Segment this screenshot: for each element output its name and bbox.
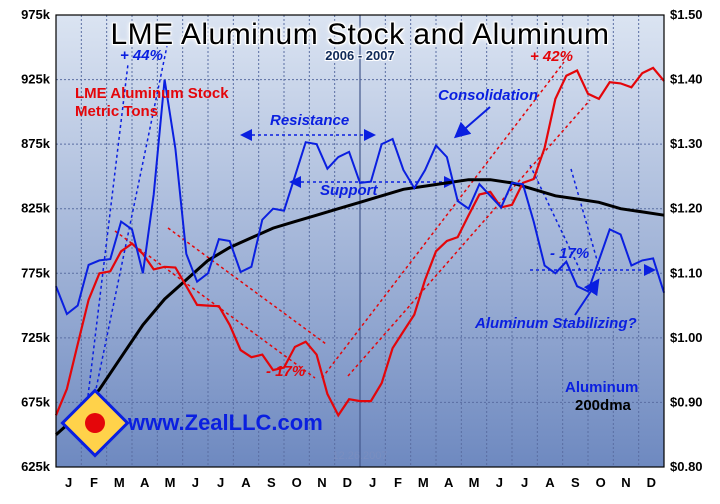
left-tick: 925k (21, 72, 51, 87)
right-tick: $1.30 (670, 136, 703, 151)
chart-subtitle: 2006 - 2007 (0, 48, 720, 63)
x-tick: J (496, 475, 503, 490)
x-tick: O (292, 475, 302, 490)
left-tick: 825k (21, 201, 51, 216)
annotation: - 17% (550, 245, 589, 262)
x-tick: J (217, 475, 224, 490)
chart-container: LME Aluminum Stock and Aluminum 2006 - 2… (0, 0, 720, 504)
x-tick: S (267, 475, 276, 490)
x-tick: N (621, 475, 630, 490)
chart-title: LME Aluminum Stock and Aluminum (0, 18, 720, 52)
x-tick: J (521, 475, 528, 490)
chart-svg: 625k $0.80 675k $0.90 725k $1.00 775k $1.10 825k… (0, 0, 720, 504)
legend-200dma: 200dma (575, 397, 632, 414)
annotation: - 17% (266, 363, 305, 380)
left-tick: 775k (21, 265, 51, 280)
right-tick: $1.00 (670, 330, 703, 345)
annotation: Resistance (270, 112, 349, 129)
x-tick: A (140, 475, 150, 490)
x-tick: J (192, 475, 199, 490)
annotation: Support (320, 182, 378, 199)
legend-stock-sub: Metric Tons (75, 103, 158, 120)
right-tick: $1.20 (670, 201, 703, 216)
annotation: Aluminum Stabilizing? (474, 315, 637, 332)
left-tick: 875k (21, 136, 51, 151)
logo-icon (85, 413, 105, 433)
x-tick: D (343, 475, 352, 490)
x-tick: A (545, 475, 555, 490)
x-tick: A (444, 475, 454, 490)
x-tick: A (241, 475, 251, 490)
right-tick: $0.90 (670, 394, 703, 409)
x-tick: N (317, 475, 326, 490)
date-stamp: 12.26.2007 (332, 450, 387, 462)
x-tick: O (596, 475, 606, 490)
x-tick: F (394, 475, 402, 490)
x-tick: J (369, 475, 376, 490)
x-tick: M (165, 475, 176, 490)
right-tick: $1.10 (670, 265, 703, 280)
annotation: Consolidation (438, 87, 538, 104)
x-tick: S (571, 475, 580, 490)
left-tick: 675k (21, 394, 51, 409)
url-link[interactable]: www.ZealLLC.com (127, 410, 323, 435)
legend-stock: LME Aluminum Stock (75, 85, 229, 102)
right-tick: $1.40 (670, 72, 703, 87)
left-tick: 625k (21, 459, 51, 474)
x-tick: M (469, 475, 480, 490)
right-tick: $0.80 (670, 459, 703, 474)
legend-aluminum: Aluminum (565, 379, 638, 396)
left-tick: 725k (21, 330, 51, 345)
x-tick: J (65, 475, 72, 490)
x-tick: F (90, 475, 98, 490)
x-tick: D (647, 475, 656, 490)
x-tick: M (114, 475, 125, 490)
x-tick: M (418, 475, 429, 490)
